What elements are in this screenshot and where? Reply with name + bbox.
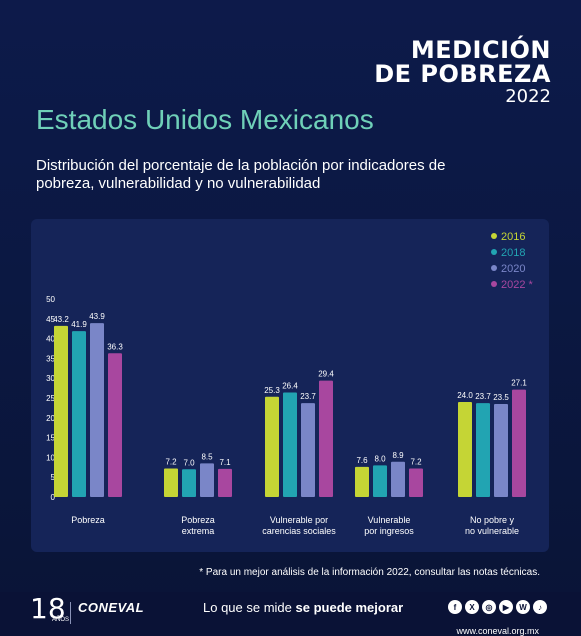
category-label: Pobreza — [181, 515, 215, 525]
y-tick-label: 40 — [46, 335, 55, 344]
bar — [458, 401, 472, 497]
brand-line2: DE POBREZA — [374, 60, 551, 88]
category-label: no vulnerable — [465, 526, 519, 536]
y-tick-label: 0 — [51, 493, 56, 502]
data-label: 23.7 — [475, 392, 491, 401]
category-label: Vulnerable — [368, 515, 411, 525]
chart-card: 0 5 10 15 20 25 30 35 40 45 50 43.2 41.9 43.9 36.3 Pobr… — [31, 219, 549, 552]
bar — [200, 463, 214, 497]
data-label: 8.0 — [374, 454, 386, 463]
x-icon[interactable]: X — [465, 600, 479, 614]
legend-marker — [491, 265, 497, 271]
legend-label: 2020 — [501, 263, 525, 275]
y-tick-label: 25 — [46, 394, 55, 403]
brand-line1: MEDICIÓN — [410, 36, 551, 64]
category-label: por ingresos — [364, 526, 414, 536]
legend-marker — [491, 281, 497, 287]
web-icon[interactable]: W — [516, 600, 530, 614]
bar — [164, 468, 178, 497]
data-label: 7.2 — [165, 457, 177, 466]
data-label: 43.2 — [53, 315, 69, 324]
slogan-plain: Lo que se mide — [203, 600, 296, 615]
social-icons: f X ◎ ▶ W ♪ — [448, 600, 547, 614]
website-link[interactable]: www.coneval.org.mx — [456, 626, 539, 636]
footer-divider — [70, 602, 71, 624]
data-label: 7.6 — [356, 456, 368, 465]
data-label: 7.0 — [183, 458, 195, 467]
footnote: * Para un mejor análisis de la informaci… — [199, 567, 540, 578]
anniversary-label: AÑOS — [52, 617, 70, 623]
data-label: 24.0 — [457, 391, 473, 400]
y-tick-label: 5 — [51, 473, 56, 482]
footer: 18 AÑOS CONEVAL Lo que se mide se puede … — [0, 592, 581, 636]
category-label: Pobreza — [71, 515, 105, 525]
bar — [355, 466, 369, 497]
chart-subtitle: Distribución del porcentaje de la poblac… — [36, 157, 446, 192]
data-label: 8.5 — [201, 452, 213, 461]
y-tick-label: 15 — [46, 434, 55, 443]
category-label: Vulnerable por — [270, 515, 328, 525]
legend-label: 2016 — [501, 231, 525, 243]
bar — [409, 468, 423, 497]
y-tick-label: 50 — [46, 295, 55, 304]
y-tick-label: 45 — [46, 315, 55, 324]
page-title: Estados Unidos Mexicanos — [36, 104, 374, 135]
data-label: 7.2 — [410, 457, 422, 466]
legend-marker — [491, 249, 497, 255]
y-tick-label: 10 — [46, 453, 55, 462]
data-label: 43.9 — [89, 312, 105, 321]
bar — [319, 380, 333, 497]
bar — [265, 396, 279, 497]
bar — [218, 468, 232, 497]
category-label: No pobre y — [470, 515, 515, 525]
data-label: 23.7 — [300, 392, 316, 401]
category-label: extrema — [182, 526, 215, 536]
footer-slogan: Lo que se mide se puede mejorar — [203, 600, 403, 615]
anniversary-logo: 18 — [30, 592, 66, 625]
slogan-bold: se puede mejorar — [295, 600, 404, 615]
bar — [512, 389, 526, 497]
bar — [283, 392, 297, 497]
facebook-icon[interactable]: f — [448, 600, 462, 614]
bar — [391, 461, 405, 497]
data-label: 27.1 — [511, 379, 527, 388]
bar — [108, 353, 122, 497]
data-label: 26.4 — [282, 381, 298, 390]
bar — [494, 403, 508, 497]
data-label: 7.1 — [219, 458, 231, 467]
bar — [476, 403, 490, 497]
youtube-icon[interactable]: ▶ — [499, 600, 513, 614]
legend-marker — [491, 233, 497, 239]
data-label: 29.4 — [318, 370, 334, 379]
legend-label: 2022 * — [501, 279, 534, 291]
bar — [301, 403, 315, 497]
coneval-logo: CONEVAL — [78, 600, 145, 615]
y-tick-label: 20 — [46, 414, 55, 423]
brand-logo: MEDICIÓN DE POBREZA 2022 — [374, 38, 551, 106]
bar — [54, 325, 68, 497]
bar — [90, 323, 104, 497]
brand-year: 2022 — [505, 86, 551, 107]
data-label: 25.3 — [264, 386, 280, 395]
data-label: 8.9 — [392, 451, 404, 460]
bar — [373, 465, 387, 497]
bar — [182, 469, 196, 497]
data-label: 41.9 — [71, 320, 87, 329]
instagram-icon[interactable]: ◎ — [482, 600, 496, 614]
bar — [72, 331, 86, 497]
legend-label: 2018 — [501, 247, 525, 259]
category-label: carencias sociales — [262, 526, 336, 536]
bar-chart: 0 5 10 15 20 25 30 35 40 45 50 43.241.943.9 36.3 Pobr… — [46, 231, 534, 536]
podcast-icon[interactable]: ♪ — [533, 600, 547, 614]
y-tick-label: 35 — [46, 354, 55, 363]
data-label: 36.3 — [107, 342, 123, 351]
y-tick-label: 30 — [46, 374, 55, 383]
data-label: 23.5 — [493, 393, 509, 402]
